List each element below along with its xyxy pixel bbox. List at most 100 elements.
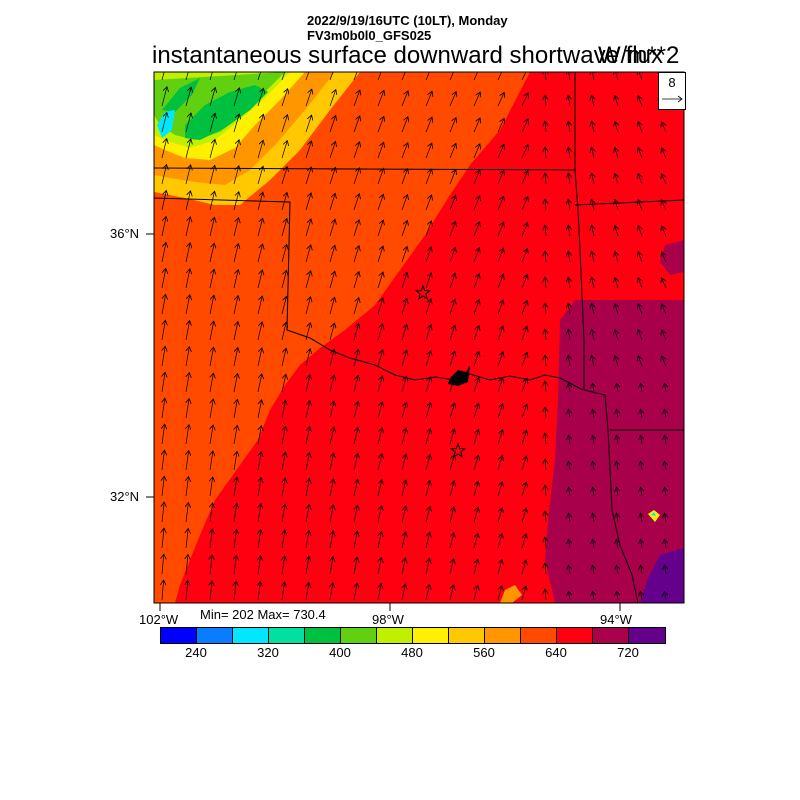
wind-arrow (592, 487, 594, 497)
wind-arrow (568, 565, 570, 575)
wind-arrow (305, 401, 310, 419)
wind-arrow (521, 378, 527, 393)
wind-arrow (209, 321, 214, 341)
wind-arrow (616, 565, 618, 575)
plot-frame (153, 71, 685, 604)
wind-arrow (233, 270, 238, 289)
wind-arrow (615, 252, 618, 263)
wind-arrow (186, 425, 189, 445)
wind-arrow (162, 398, 165, 419)
wind-arrow (185, 321, 190, 341)
wind-arrow (354, 583, 357, 601)
wind-arrow (209, 88, 215, 107)
colorbar-swatch (485, 628, 521, 643)
wind-arrow (377, 142, 384, 159)
wind-arrow (545, 485, 546, 497)
wind-arrow (257, 114, 263, 133)
colorbar-swatch (377, 628, 413, 643)
wind-arrow (662, 226, 667, 237)
wind-arrow (473, 72, 479, 81)
wind-arrow (425, 195, 432, 211)
wind-arrow (377, 350, 383, 367)
wind-arrow (521, 404, 527, 419)
wind-arrow (449, 429, 454, 445)
colorbar-swatch (449, 628, 485, 643)
wind-arrow (425, 72, 430, 81)
wind-arrow (353, 72, 358, 81)
wind-arrow (209, 347, 214, 367)
wind-arrow (425, 455, 430, 471)
wind-arrow (521, 171, 528, 185)
wind-arrow (449, 247, 455, 263)
wind-vectors (161, 72, 667, 601)
wind-arrow (592, 461, 594, 471)
wind-arrow (521, 352, 527, 367)
wind-arrow (209, 295, 214, 315)
wind-arrow (377, 376, 382, 393)
wind-arrow (401, 454, 406, 471)
wind-arrow (662, 330, 667, 341)
wind-arrow (545, 121, 546, 133)
wind-arrow (449, 170, 456, 185)
wind-arrow (425, 117, 432, 133)
wind-arrow (233, 348, 238, 367)
units-label: W/m**2 (598, 42, 680, 69)
wind-arrow (545, 381, 546, 393)
wind-arrow (306, 479, 309, 497)
wind-arrow (473, 118, 480, 133)
wind-arrow (521, 249, 528, 263)
wind-arrow (401, 402, 406, 419)
wind-arrow (498, 586, 502, 601)
colorbar-swatch (305, 628, 341, 643)
colorbar-swatch (161, 628, 197, 643)
wind-arrow (186, 347, 189, 367)
wind-arrow (592, 355, 595, 367)
wind-arrow (162, 476, 164, 497)
wind-arrow (545, 355, 546, 367)
wind-arrow (209, 243, 214, 263)
colorbar (160, 627, 666, 644)
wind-arrow (425, 532, 430, 549)
wind-arrow (545, 407, 546, 419)
colorbar-swatch (233, 628, 269, 643)
wind-arrow (330, 557, 333, 575)
wind-arrow (329, 167, 335, 185)
wind-arrow (281, 374, 286, 393)
wind-arrow (329, 323, 335, 341)
wind-arrow (281, 245, 287, 263)
wind-arrow (185, 243, 190, 263)
wind-arrow (377, 116, 384, 133)
wind-arrow (162, 554, 164, 575)
wind-arrow (305, 219, 311, 237)
wind-arrow (161, 72, 165, 81)
wind-arrow (353, 324, 359, 341)
wind-arrow (664, 539, 666, 549)
wind-arrow (377, 272, 383, 289)
colorbar-swatch (269, 628, 305, 643)
map-title: instantaneous surface downward shortwave… (152, 42, 663, 69)
wind-arrow (186, 399, 189, 419)
wind-arrow (233, 374, 238, 393)
wind-arrow (545, 199, 546, 211)
wind-arrow (305, 245, 311, 263)
wind-arrow (185, 87, 191, 107)
wind-arrow (521, 560, 526, 575)
wind-arrow (568, 225, 570, 237)
lon-label-98w: 98°W (372, 612, 404, 627)
wind-arrow (449, 481, 454, 497)
wind-arrow (615, 174, 618, 185)
wind-arrow (521, 275, 527, 289)
wind-arrow (401, 350, 407, 367)
wind-arrow (353, 401, 358, 419)
wind-arrow (305, 427, 310, 445)
wind-arrow (257, 72, 261, 81)
wind-arrow (425, 507, 430, 523)
wind-arrow (305, 141, 312, 159)
wind-arrow (162, 424, 165, 445)
colorbar-swatch (521, 628, 557, 643)
wind-arrow (306, 453, 310, 471)
wind-arrow (377, 168, 384, 185)
wind-arrow (545, 277, 546, 289)
wind-arrow (353, 298, 359, 315)
